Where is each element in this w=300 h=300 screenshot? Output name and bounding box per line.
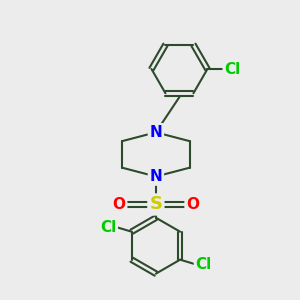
Text: S: S [149,196,162,214]
Text: O: O [186,197,199,212]
Text: N: N [149,125,162,140]
Text: O: O [112,197,126,212]
Text: N: N [149,169,162,184]
Text: Cl: Cl [100,220,116,235]
Text: Cl: Cl [196,256,212,272]
Text: Cl: Cl [224,61,241,76]
